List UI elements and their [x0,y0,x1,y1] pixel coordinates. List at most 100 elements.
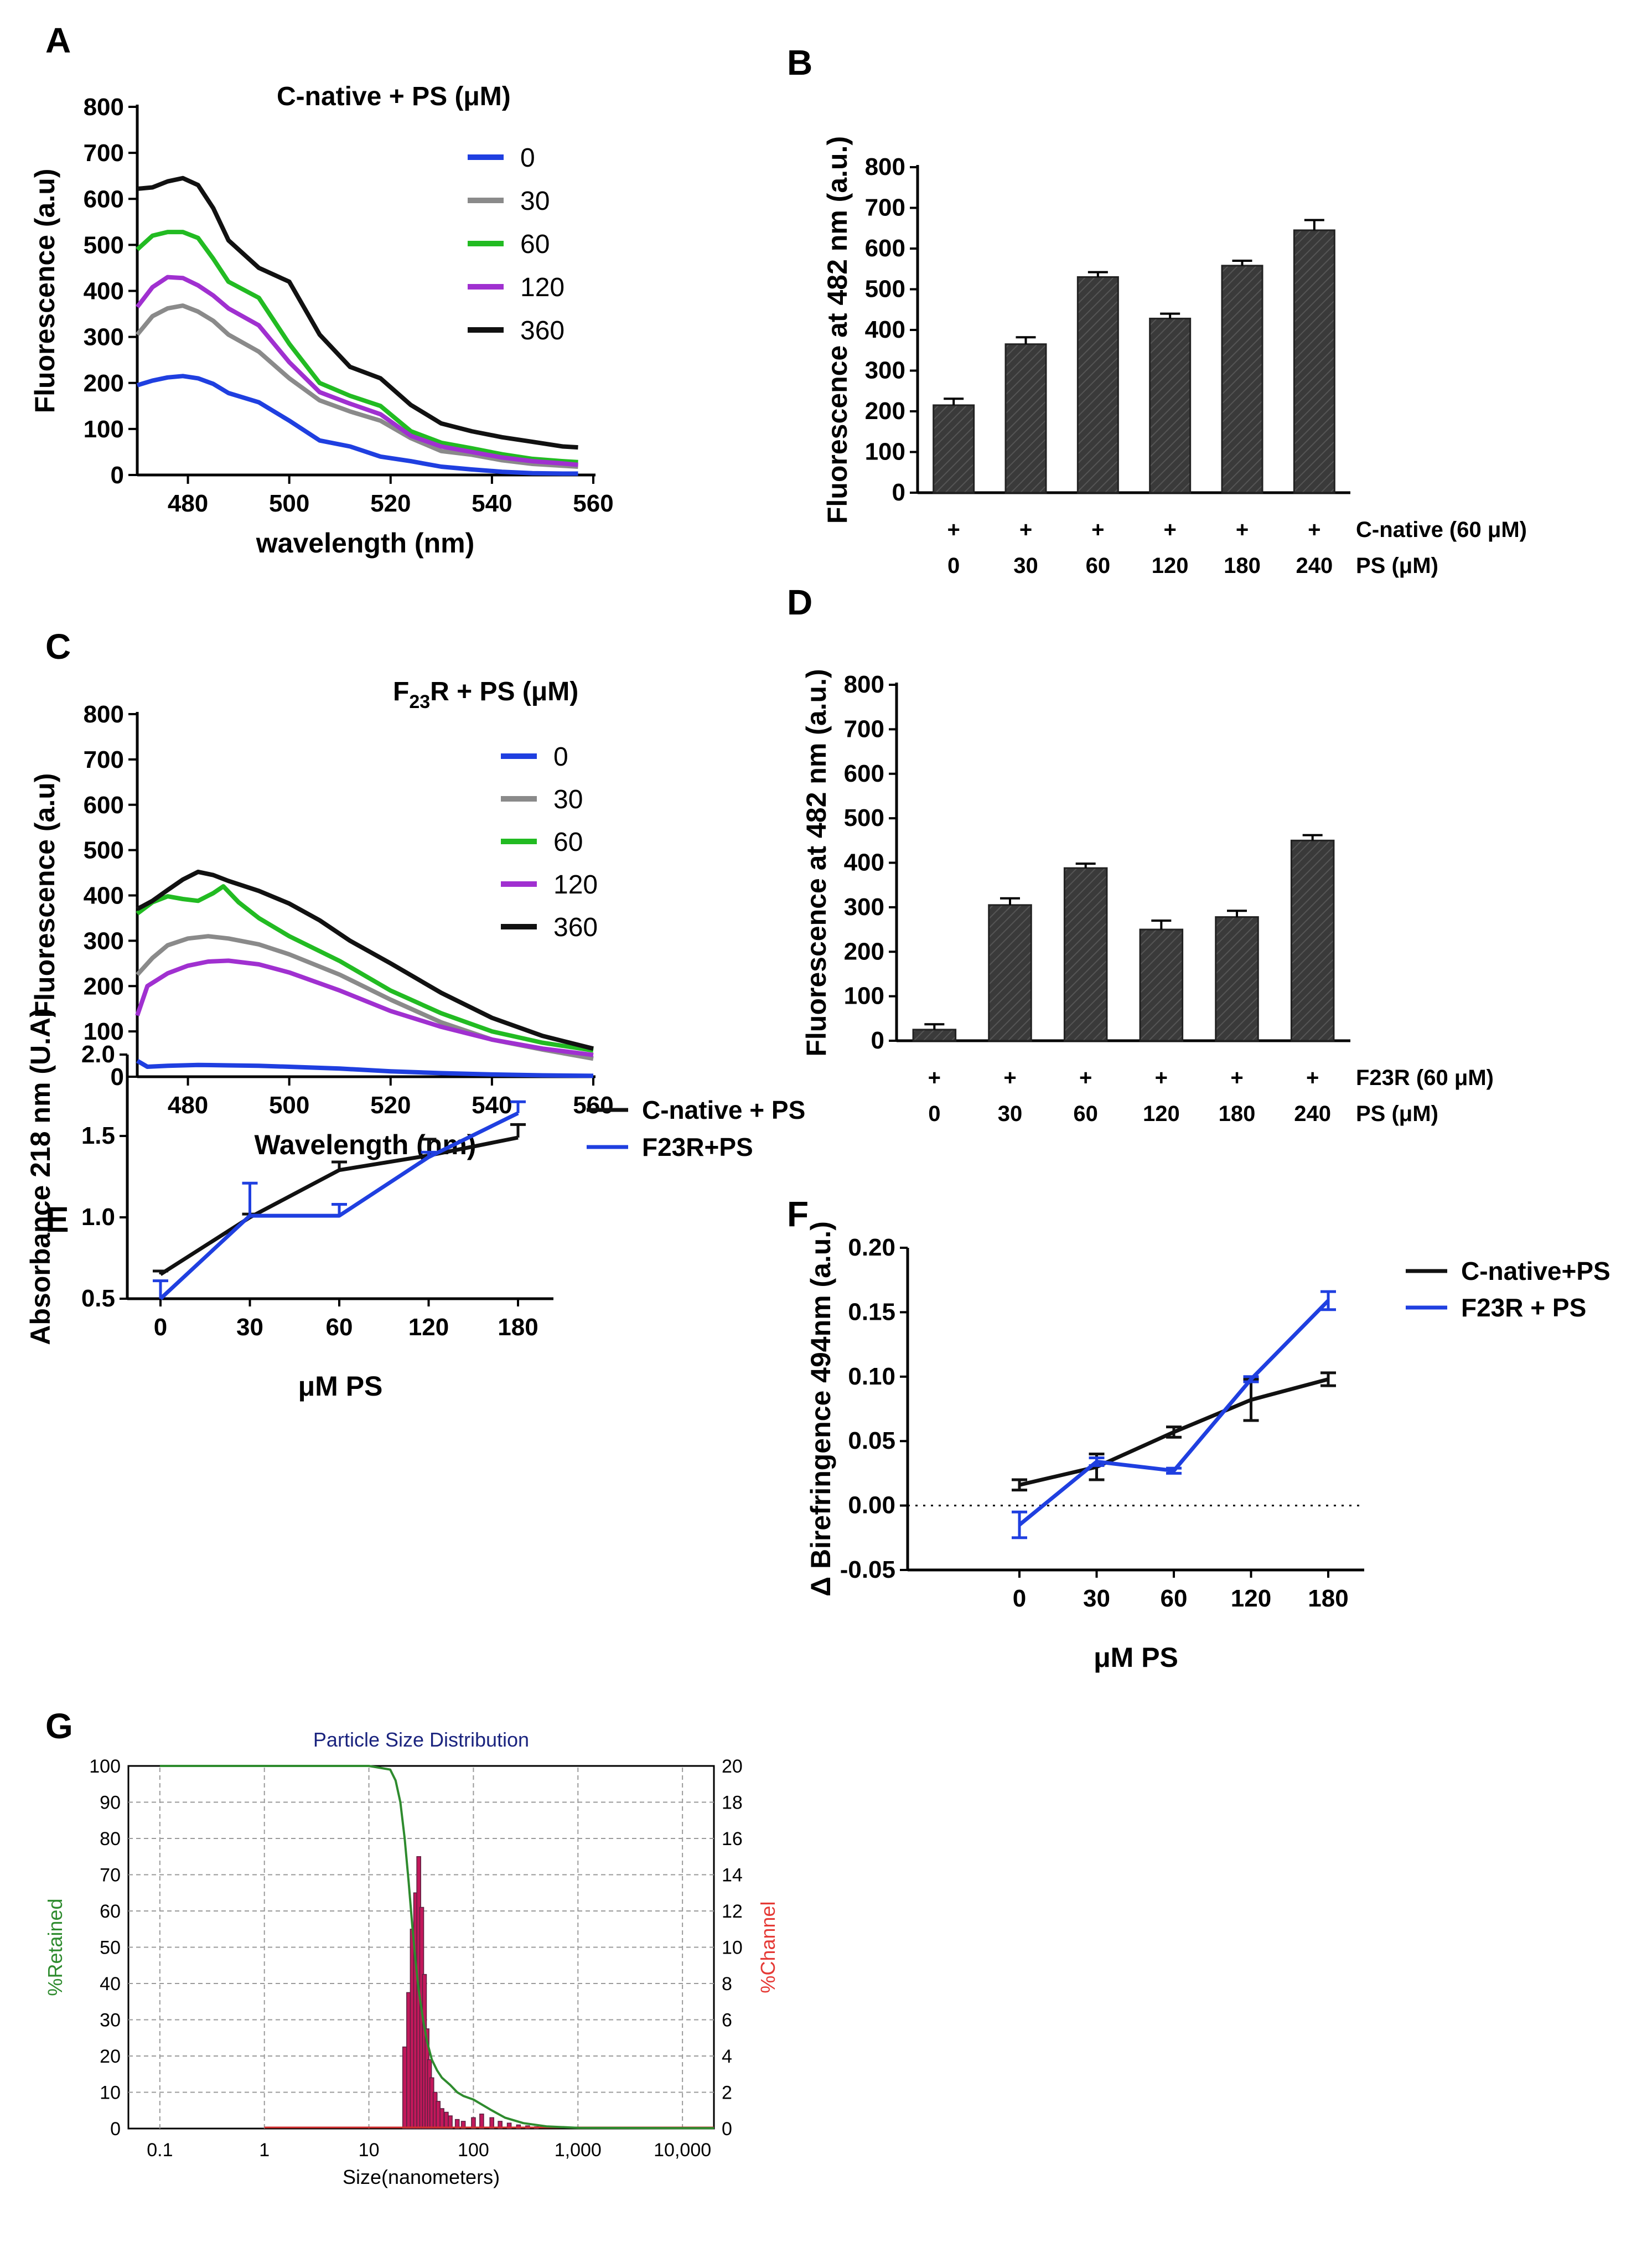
y-tick-label: 800 [865,153,905,180]
y-tick-label-left: 80 [100,1828,121,1850]
legend-label: C-native + PS [642,1096,805,1124]
channel-bar [402,2046,407,2129]
y-tick-label-right: 20 [722,1756,743,1777]
y-tick-label: 700 [844,715,884,742]
y-tick-label-left: 70 [100,1865,121,1886]
bar-30 [988,904,1032,1042]
series-line-0 [136,374,578,476]
x-tick-label: 1,000 [555,2140,602,2161]
channel-bar [489,2117,494,2129]
panel-letter-e: E [45,1200,69,1239]
bar-0 [912,1029,957,1042]
y-axis-title: Absorbance 218 nm (U.A) [25,1008,56,1345]
y-tick-label: 700 [84,746,124,773]
y-axis-title: Fluorescence (a.u) [29,773,60,1018]
y-tick-label-right: 18 [722,1793,743,1814]
y-tick-label: 300 [84,324,124,351]
panel-f-birefringence-chart: -0.05 0.00 0.05 0.10 0.15 0.20 0 30 60 120 180 μM P… [805,1221,1610,1673]
x-axis-title: wavelength (nm) [256,528,474,559]
bar-120 [1149,317,1192,494]
legend-label: F23R + PS [1461,1293,1586,1322]
y-tick-label: 100 [84,416,124,443]
bar-240 [1290,839,1335,1042]
bar-0 [933,404,975,494]
y-tick-label: 400 [84,278,124,305]
x-tick-label-60: 60 [326,1314,353,1341]
y-tick-label: 300 [844,893,884,921]
x-tick-label-0: 0 [1013,1585,1026,1612]
x-tick-label: 500 [269,1092,309,1119]
panel-letter-b: B [787,43,812,82]
legend-label-360: 360 [553,913,598,942]
y-tick-label-right: 6 [722,2010,732,2031]
y-tick-label: 400 [865,316,905,343]
y-tick-label: 2.0 [81,1041,115,1068]
legend-label-0: 0 [520,143,535,173]
panel-g-particle-size-chart: 0 10 20 30 40 50 60 70 80 90 100 0 2 4 6 8 10 12 14 16 18 20 0… [44,1728,779,2188]
y-tick-label: 0.10 [848,1363,895,1390]
legend-label-120: 120 [553,870,598,900]
y-axis-title: Fluorescence at 482 nm (a.u.) [822,136,853,524]
y-tick-label: 800 [84,701,124,728]
category-label-180: 180 [1219,1102,1256,1126]
y-tick-label: 800 [84,94,124,121]
y-tick-label: 500 [84,231,124,259]
series-line-120 [135,958,594,1057]
x-tick-label-0: 0 [154,1314,167,1341]
y-tick-label-right: 10 [722,1938,743,1959]
row-label-protein: F23R (60 μM) [1356,1066,1494,1090]
x-tick-label: 500 [269,490,309,517]
x-axis-title: Size(nanometers) [343,2166,500,2188]
y-tick-label: 400 [844,849,884,876]
channel-bar [439,2108,444,2129]
series-line-120 [135,275,578,467]
legend-label-30: 30 [520,187,550,216]
condition-plus: + [1163,518,1176,542]
x-tick-label: 0.1 [147,2140,173,2161]
series-line-F23R+PS [159,1111,519,1300]
category-label-120: 120 [1152,554,1189,578]
y-tick-label: 200 [865,397,905,425]
series-line-F23R-+-PS [1018,1299,1330,1527]
x-tick-label: 540 [472,1092,512,1119]
y-tick-label: -0.05 [840,1556,895,1583]
x-tick-label: 480 [168,1092,208,1119]
retained-curve [159,1765,714,2130]
panel-letter-d: D [787,582,812,622]
y-tick-label-left: 90 [100,1793,121,1814]
legend-label-60: 60 [553,828,583,857]
y-tick-label-right: 2 [722,2083,732,2104]
x-tick-label: 1 [259,2140,270,2161]
y-tick-label-left: 0 [110,2119,121,2140]
x-tick-label: 560 [573,1092,613,1119]
row-label-protein: C-native (60 μM) [1356,518,1527,542]
y-tick-label: 200 [844,938,884,965]
y-tick-label: 600 [865,235,905,262]
bar-120 [1139,928,1184,1042]
panel-letter-g: G [45,1706,73,1746]
condition-plus: + [1306,1066,1319,1090]
condition-plus: + [1003,1066,1016,1090]
category-label-120: 120 [1143,1102,1180,1126]
legend-label-120: 120 [520,273,565,302]
y-tick-label: 0 [892,479,905,506]
series-line-C-native+PS [1019,1377,1329,1487]
y-tick-label-left: 30 [100,2010,121,2031]
channel-bar [506,2122,512,2129]
x-tick-label: 560 [573,490,613,517]
y-tick-label: 700 [84,140,124,167]
y-tick-label: 200 [84,370,124,397]
x-axis-title: Wavelength (nm) [255,1129,477,1160]
y-tick-label: 300 [84,927,124,954]
panel-letter-a: A [45,20,71,60]
category-label-0: 0 [947,554,960,578]
series-line-60 [136,884,594,1053]
condition-plus: + [947,518,960,542]
y-axis-title: Δ Birefringence 494nm (a.u.) [805,1221,836,1597]
channel-bar [448,2115,453,2129]
row-label-ps: PS (μM) [1356,1102,1438,1126]
condition-plus: + [928,1066,941,1090]
category-label-0: 0 [928,1102,940,1126]
